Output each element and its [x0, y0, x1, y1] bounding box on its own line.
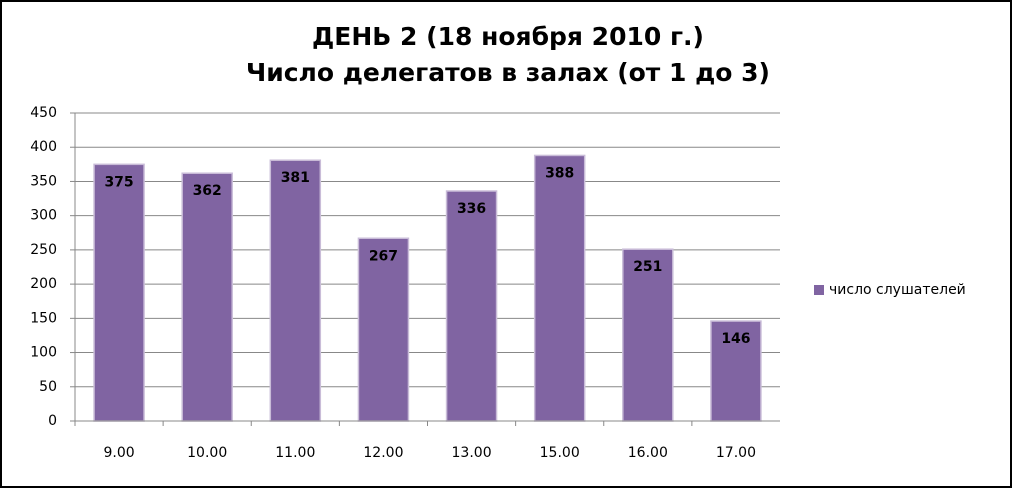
legend-swatch	[814, 285, 824, 295]
x-tick-label: 15.00	[540, 445, 580, 461]
y-tick-label: 450	[30, 105, 57, 121]
y-tick-label: 200	[30, 276, 57, 292]
chart-subtitle: Число делегатов в залах (от 1 до 3)	[246, 58, 770, 87]
x-tick-label: 9.00	[103, 445, 134, 461]
x-tick-label: 12.00	[363, 445, 403, 461]
y-tick-label: 350	[30, 173, 57, 189]
value-label: 388	[545, 165, 574, 181]
value-label: 362	[193, 183, 222, 199]
x-tick-label: 10.00	[187, 445, 227, 461]
bar	[445, 190, 498, 422]
y-tick-label: 0	[48, 413, 57, 429]
y-tick-label: 150	[30, 310, 57, 326]
value-label: 267	[369, 248, 398, 264]
bar	[533, 154, 586, 422]
x-tick-label: 16.00	[628, 445, 668, 461]
bar	[357, 237, 410, 422]
y-tick-label: 300	[30, 208, 57, 224]
y-tick-label: 50	[39, 379, 57, 395]
bar	[93, 163, 145, 422]
value-label: 375	[104, 174, 133, 190]
bar	[269, 159, 322, 422]
legend-label: число слушателей	[829, 282, 966, 298]
value-label: 381	[281, 170, 310, 186]
y-tick-label: 400	[30, 139, 57, 155]
value-label: 336	[457, 201, 486, 217]
y-tick-label: 100	[30, 345, 57, 361]
x-tick-label: 11.00	[275, 445, 315, 461]
value-label: 146	[721, 331, 750, 347]
y-tick-label: 250	[30, 242, 57, 258]
bar	[710, 320, 762, 422]
value-label: 251	[633, 259, 662, 275]
x-tick-label: 13.00	[452, 445, 492, 461]
bar	[181, 172, 233, 422]
x-tick-label: 17.00	[716, 445, 756, 461]
chart-title: ДЕНЬ 2 (18 ноября 2010 г.)	[312, 22, 704, 51]
